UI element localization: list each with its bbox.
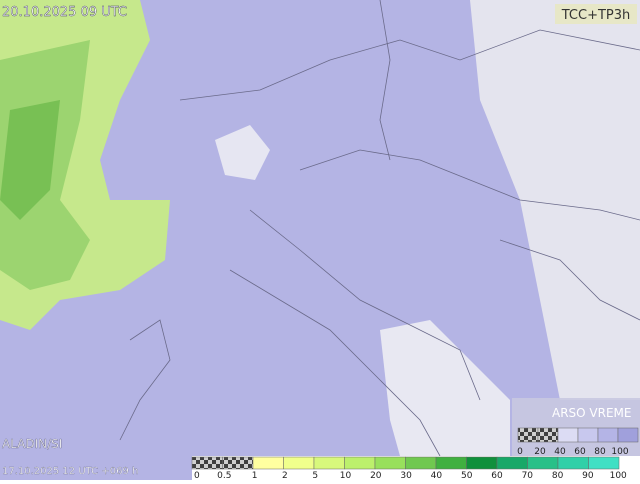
precip-legend-cell: [222, 456, 254, 470]
precip-legend-cell: [191, 456, 223, 470]
precip-legend-cell: [588, 456, 620, 470]
precip-legend-label: 10: [340, 471, 352, 480]
precip-legend-cell: [527, 456, 559, 470]
precip-legend-label: 20: [370, 471, 382, 480]
cloud-legend-cell: [617, 427, 639, 443]
cloud-legend-cell: [517, 427, 539, 443]
precip-legend-label: 5: [312, 471, 318, 480]
cloud-legend-label: 40: [554, 447, 566, 457]
cloud-legend-cell: [597, 427, 619, 443]
precip-legend-label: 0: [194, 471, 200, 480]
precip-legend-cell: [405, 456, 437, 470]
precip-legend-label: 50: [461, 471, 473, 480]
precip-legend-label: 60: [491, 471, 503, 480]
precip-legend-label: 0.5: [217, 471, 231, 480]
precip-legend-label: 2: [282, 471, 288, 480]
run-time: 17.10.2025 12 UTC +069 h: [2, 466, 138, 477]
precip-legend-cell: [557, 456, 589, 470]
cloud-legend-cell: [537, 427, 559, 443]
clear-area: [380, 320, 510, 456]
product-label: TCC+TP3h: [561, 8, 631, 23]
cloud-legend-label: 60: [574, 447, 586, 457]
cloud-legend-cell: [577, 427, 599, 443]
precip-legend-cell: [283, 456, 315, 470]
model-name: ALADIN/SI: [2, 437, 62, 451]
precip-legend-cell: [435, 456, 467, 470]
precip-legend-label: 70: [522, 471, 534, 480]
product-box: [555, 4, 637, 24]
precip-legend-label: 1: [252, 471, 258, 480]
precip-legend-label: 80: [552, 471, 564, 480]
cloud-legend-label: 80: [594, 447, 606, 457]
precip-legend-label: 30: [400, 471, 412, 480]
cloud-legend-label: 0: [517, 447, 523, 457]
precip-legend-label: 90: [582, 471, 594, 480]
valid-time: 20.10.2025 09 UTC: [2, 5, 127, 20]
clear-area: [470, 0, 640, 400]
cloud-legend-cell: [557, 427, 579, 443]
precip-area: [0, 100, 60, 220]
precip-legend-cell: [466, 456, 498, 470]
precip-legend-cell: [374, 456, 406, 470]
precip-legend-label: 100: [610, 471, 627, 480]
legends: 0 20 40 60 80 100 0 0.5 1 2 5 10 20 30 40 50 60 70 80 90 100: [191, 427, 639, 481]
precip-legend-cell: [496, 456, 528, 470]
cloud-legend-label: 100: [611, 447, 628, 457]
precip-legend-cell: [344, 456, 376, 470]
cloud-legend-label: 20: [534, 447, 546, 457]
brand: ARSO VREME: [552, 406, 632, 420]
precip-legend-cell: [313, 456, 345, 470]
precip-legend-label: 40: [431, 471, 443, 480]
clear-area: [215, 125, 270, 180]
precip-legend-cell: [252, 456, 284, 470]
borders: [119, 0, 640, 457]
